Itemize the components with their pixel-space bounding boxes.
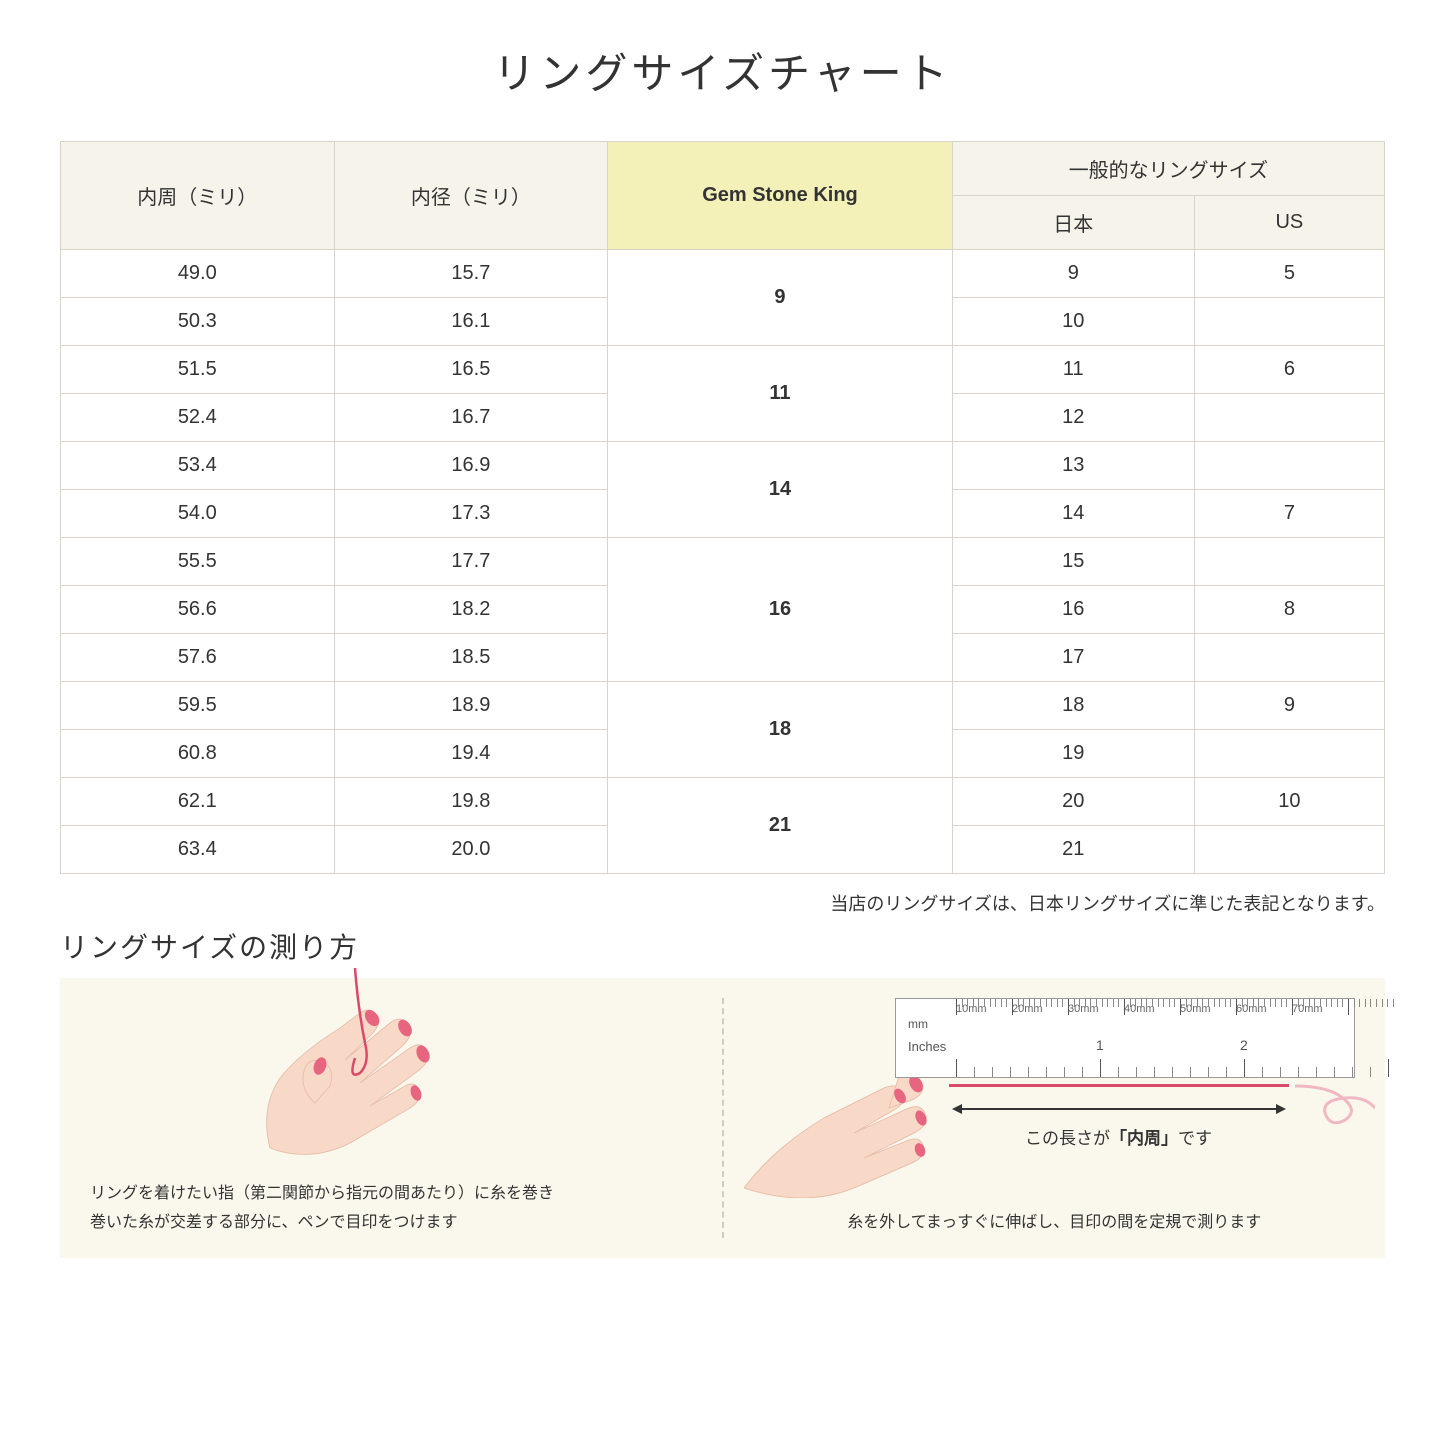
cell-diameter: 16.9: [334, 442, 608, 490]
col-gsk: Gem Stone King: [608, 142, 953, 250]
cell-circumference: 59.5: [61, 682, 335, 730]
step-2-caption: 糸を外してまっすぐに伸ばし、目印の間を定規で測ります: [754, 1209, 1356, 1238]
cell-circumference: 57.6: [61, 634, 335, 682]
cell-diameter: 16.1: [334, 298, 608, 346]
arrow-prefix: この長さが: [1025, 1129, 1110, 1148]
instructions-panel: リングを着けたい指（第二関節から指元の間あたり）に糸を巻き 巻いた糸が交差する部…: [60, 978, 1385, 1258]
table-row: 59.518.918189: [61, 682, 1385, 730]
cell-gsk: 9: [608, 250, 953, 346]
cell-diameter: 18.9: [334, 682, 608, 730]
ruler: 10mm20mm30mm40mm50mm60mm70mm mm Inches 1…: [895, 998, 1355, 1078]
cell-diameter: 20.0: [334, 826, 608, 874]
measurement-arrow: [954, 1108, 1284, 1110]
hand-wrap-illustration: [210, 968, 530, 1168]
cell-us: [1194, 730, 1384, 778]
cell-circumference: 54.0: [61, 490, 335, 538]
cell-diameter: 17.7: [334, 538, 608, 586]
cell-japan: 11: [952, 346, 1194, 394]
cell-circumference: 51.5: [61, 346, 335, 394]
cell-japan: 9: [952, 250, 1194, 298]
cell-us: [1194, 298, 1384, 346]
col-us: US: [1194, 196, 1384, 250]
cell-us: 7: [1194, 490, 1384, 538]
step-1-line-1: リングを着けたい指（第二関節から指元の間あたり）に糸を巻き: [90, 1180, 692, 1209]
cell-us: 9: [1194, 682, 1384, 730]
instruction-step-2: 10mm20mm30mm40mm50mm60mm70mm mm Inches 1…: [724, 978, 1386, 1258]
cell-diameter: 18.5: [334, 634, 608, 682]
col-circumference: 内周（ミリ）: [61, 142, 335, 250]
ruler-in-mark: 2: [1240, 1037, 1248, 1053]
table-row: 51.516.511116: [61, 346, 1385, 394]
table-row: 49.015.7995: [61, 250, 1385, 298]
thread-line: [949, 1084, 1289, 1087]
ruler-mm-label: mm: [908, 1017, 928, 1031]
cell-gsk: 14: [608, 442, 953, 538]
cell-diameter: 16.5: [334, 346, 608, 394]
cell-japan: 20: [952, 778, 1194, 826]
measurement-label: この長さが「内周」です: [954, 1124, 1284, 1149]
cell-circumference: 50.3: [61, 298, 335, 346]
cell-us: 5: [1194, 250, 1384, 298]
col-general: 一般的なリングサイズ: [952, 142, 1384, 196]
cell-japan: 15: [952, 538, 1194, 586]
cell-circumference: 60.8: [61, 730, 335, 778]
cell-circumference: 62.1: [61, 778, 335, 826]
cell-circumference: 49.0: [61, 250, 335, 298]
ruler-in-mark: 1: [1096, 1037, 1104, 1053]
cell-us: [1194, 394, 1384, 442]
arrow-suffix: です: [1178, 1129, 1212, 1148]
thread-curl: [1295, 1068, 1375, 1128]
cell-circumference: 56.6: [61, 586, 335, 634]
step-1-caption: リングを着けたい指（第二関節から指元の間あたり）に糸を巻き 巻いた糸が交差する部…: [90, 1180, 692, 1238]
cell-gsk: 11: [608, 346, 953, 442]
cell-gsk: 18: [608, 682, 953, 778]
step-1-line-2: 巻いた糸が交差する部分に、ペンで目印をつけます: [90, 1209, 692, 1238]
table-note: 当店のリングサイズは、日本リングサイズに準じた表記となります。: [60, 890, 1385, 916]
cell-us: [1194, 538, 1384, 586]
cell-japan: 13: [952, 442, 1194, 490]
table-row: 53.416.91413: [61, 442, 1385, 490]
cell-us: 10: [1194, 778, 1384, 826]
arrow-emphasis: 「内周」: [1110, 1129, 1178, 1148]
cell-diameter: 19.4: [334, 730, 608, 778]
cell-japan: 16: [952, 586, 1194, 634]
cell-japan: 19: [952, 730, 1194, 778]
table-row: 62.119.8212010: [61, 778, 1385, 826]
ruler-in-label: Inches: [908, 1039, 946, 1054]
size-chart-table: 内周（ミリ） 内径（ミリ） Gem Stone King 一般的なリングサイズ …: [60, 141, 1385, 874]
cell-diameter: 18.2: [334, 586, 608, 634]
cell-diameter: 15.7: [334, 250, 608, 298]
cell-circumference: 55.5: [61, 538, 335, 586]
page-title: リングサイズチャート: [60, 40, 1385, 101]
cell-japan: 10: [952, 298, 1194, 346]
cell-us: 8: [1194, 586, 1384, 634]
ruler-illustration: 10mm20mm30mm40mm50mm60mm70mm mm Inches 1…: [754, 998, 1356, 1158]
cell-gsk: 21: [608, 778, 953, 874]
col-japan: 日本: [952, 196, 1194, 250]
cell-diameter: 19.8: [334, 778, 608, 826]
cell-diameter: 17.3: [334, 490, 608, 538]
instructions-title: リングサイズの測り方: [60, 926, 1385, 966]
cell-japan: 14: [952, 490, 1194, 538]
instruction-step-1: リングを着けたい指（第二関節から指元の間あたり）に糸を巻き 巻いた糸が交差する部…: [60, 978, 722, 1258]
col-diameter: 内径（ミリ）: [334, 142, 608, 250]
cell-japan: 12: [952, 394, 1194, 442]
table-row: 55.517.71615: [61, 538, 1385, 586]
cell-japan: 17: [952, 634, 1194, 682]
cell-us: [1194, 826, 1384, 874]
cell-gsk: 16: [608, 538, 953, 682]
cell-circumference: 53.4: [61, 442, 335, 490]
cell-circumference: 52.4: [61, 394, 335, 442]
cell-japan: 21: [952, 826, 1194, 874]
cell-japan: 18: [952, 682, 1194, 730]
cell-us: [1194, 634, 1384, 682]
cell-us: 6: [1194, 346, 1384, 394]
cell-diameter: 16.7: [334, 394, 608, 442]
cell-circumference: 63.4: [61, 826, 335, 874]
cell-us: [1194, 442, 1384, 490]
